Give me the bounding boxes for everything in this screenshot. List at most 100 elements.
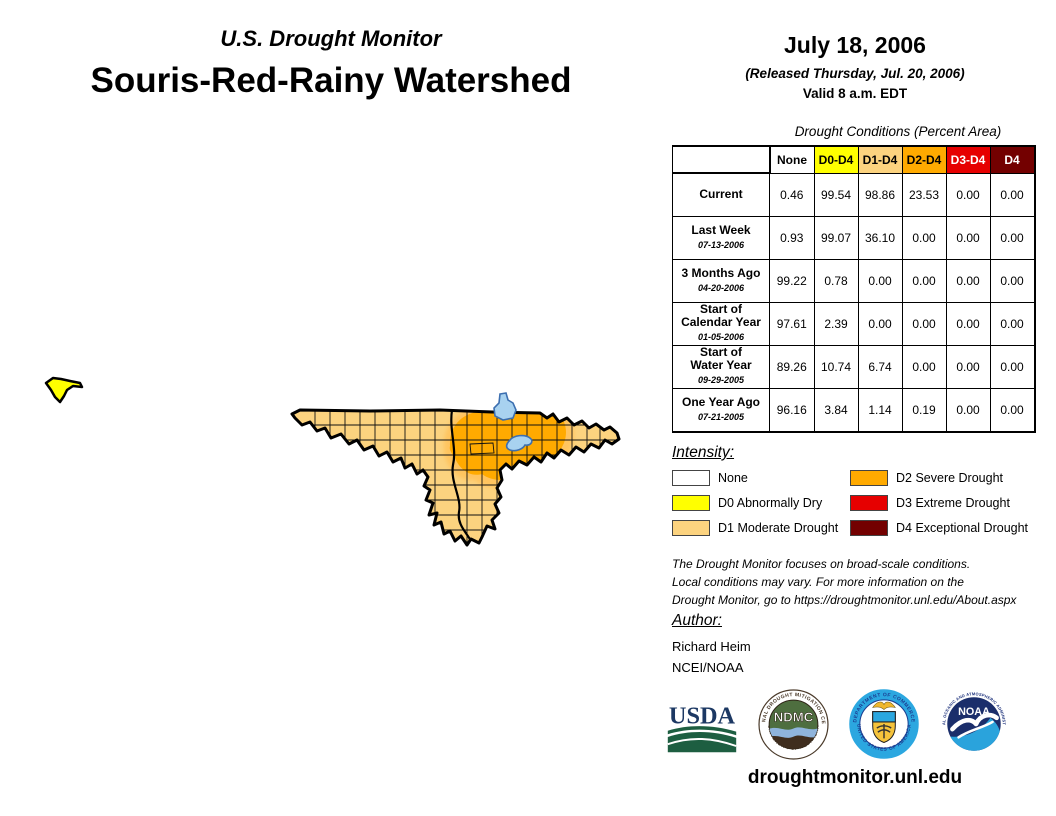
disclaimer-line: Drought Monitor, go to https://droughtmo… [672,593,1017,607]
intensity-heading: Intensity: [672,444,735,461]
legend-item: D0 Abnormally Dry [672,495,850,511]
percent-area-cell: 0.00 [989,301,1036,346]
legend-swatch [850,520,888,536]
row-label: Last Week 07-13-2006 [672,215,770,260]
percent-area-cell: 0.00 [945,172,991,217]
percent-area-cell: 3.84 [813,387,859,433]
percent-area-cell: 0.00 [945,258,991,303]
percent-area-cell: 0.00 [989,387,1036,433]
noaa-logo: NATIONAL OCEANIC AND ATMOSPHERIC ADMINIS… [935,683,1011,766]
row-label: One Year Ago 07-21-2005 [672,387,770,433]
percent-area-cell: 1.14 [857,387,903,433]
percent-area-cell: 0.19 [901,387,947,433]
percent-area-cell: 0.00 [945,344,991,389]
legend-swatch [850,495,888,511]
valid-time: Valid 8 a.m. EDT [802,86,908,101]
percent-area-cell: 0.93 [769,215,815,260]
release-date: (Released Thursday, Jul. 20, 2006) [745,66,965,81]
percent-area-cell: 36.10 [857,215,903,260]
disclaimer-line: The Drought Monitor focuses on broad-sca… [672,557,971,571]
column-header-d0-d4: D0-D4 [813,145,859,174]
legend-label: D0 Abnormally Dry [718,496,823,510]
legend-item: D3 Extreme Drought [850,495,1028,511]
row-label: Start of Water Year 09-29-2005 [672,344,770,389]
percent-area-cell: 0.00 [989,258,1036,303]
row-date: 09-29-2005 [697,375,745,385]
author-block: Author: Richard Heim NCEI/NOAA [672,612,751,675]
row-date: 07-21-2005 [697,411,745,422]
percent-area-cell: 0.00 [989,172,1036,217]
percent-area-cell: 99.54 [813,172,859,217]
column-header-d3-d4: D3-D4 [945,145,991,174]
page-title: Souris-Red-Rainy Watershed [90,61,572,100]
legend-column-left: None D0 Abnormally Dry D1 Moderate Drought [672,470,850,545]
d0-region-west [44,376,84,404]
column-header-none: None [768,145,815,174]
lake-central [505,434,533,452]
noaa-logo-text: NOAA [958,706,990,718]
row-date: 01-05-2006 [697,332,745,342]
intensity-legend: Intensity: None D0 Abnormally Dry D1 Moder… [672,444,1042,545]
legend-swatch [672,520,710,536]
table-corner-cell [672,145,770,174]
state-border-line [450,410,472,542]
percent-area-cell: 0.00 [857,301,903,346]
row-date: 04-20-2006 [697,282,745,293]
legend-label: D2 Severe Drought [896,471,1004,485]
percent-area-cell: 98.86 [857,172,903,217]
watershed-outline [290,408,621,547]
percent-area-cell: 6.74 [857,344,903,389]
usda-logo-text: USDA [669,703,736,730]
percent-area-cell: 10.74 [813,344,859,389]
row-label: Current [672,172,770,217]
legend-label: D4 Exceptional Drought [896,521,1029,535]
drought-table: None D0-D4 D1-D4 D2-D4 D3-D4 D4 Current 0.46 99… [672,145,1036,433]
percent-area-cell: 99.22 [769,258,815,303]
table-caption: Drought Conditions (Percent Area) [794,124,1002,139]
percent-area-cell: 99.07 [813,215,859,260]
row-label: 3 Months Ago 04-20-2006 [672,258,770,303]
legend-item: D2 Severe Drought [850,470,1028,486]
report-supertitle: U.S. Drought Monitor [220,26,442,51]
lake-north [493,392,517,421]
doc-eagle [872,701,896,710]
report-header: U.S. Drought Monitor Souris-Red-Rainy Wa… [0,26,662,101]
report-date: July 18, 2006 [784,32,926,58]
row-label: Start of Calendar Year 01-05-2006 [672,301,770,346]
author-heading: Author: [672,612,722,629]
percent-area-cell: 0.46 [769,172,815,217]
percent-area-cell: 89.26 [769,344,815,389]
legend-item: None [672,470,850,486]
percent-area-cell: 0.00 [901,344,947,389]
legend-swatch [672,470,710,486]
author-org: NCEI/NOAA [672,660,744,675]
legend-swatch [672,495,710,511]
column-header-d1-d4: D1-D4 [857,145,903,174]
ndmc-logo: NATIONAL DROUGHT MITIGATION CENTER UNIVE… [755,684,830,766]
percent-area-cell: 0.00 [989,344,1036,389]
row-date: 07-13-2006 [697,239,745,250]
usda-logo: USDA [666,698,738,763]
column-header-d2-d4: D2-D4 [901,145,947,174]
legend-item: D4 Exceptional Drought [850,520,1028,536]
percent-area-cell: 0.00 [945,301,991,346]
legend-label: D1 Moderate Drought [718,521,839,535]
percent-area-cell: 0.00 [901,215,947,260]
site-url: droughtmonitor.unl.edu [747,767,963,788]
disclaimer-text: The Drought Monitor focuses on broad-sca… [672,555,1016,609]
legend-label: D3 Extreme Drought [896,496,1010,510]
disclaimer-line: Local conditions may vary. For more info… [672,575,964,589]
percent-area-cell: 0.00 [945,215,991,260]
percent-area-cell: 0.00 [945,387,991,433]
watershed-map [30,370,670,560]
legend-column-right: D2 Severe Drought D3 Extreme Drought D4 Ex… [850,470,1028,545]
legend-label: None [718,471,748,485]
percent-area-cell: 2.39 [813,301,859,346]
percent-area-cell: 96.16 [769,387,815,433]
percent-area-cell: 0.78 [813,258,859,303]
percent-area-cell: 0.00 [901,258,947,303]
percent-area-cell: 23.53 [901,172,947,217]
percent-area-cell: 97.61 [769,301,815,346]
doc-seal-logo: DEPARTMENT OF COMMERCE UNITED STATES OF … [847,687,921,766]
